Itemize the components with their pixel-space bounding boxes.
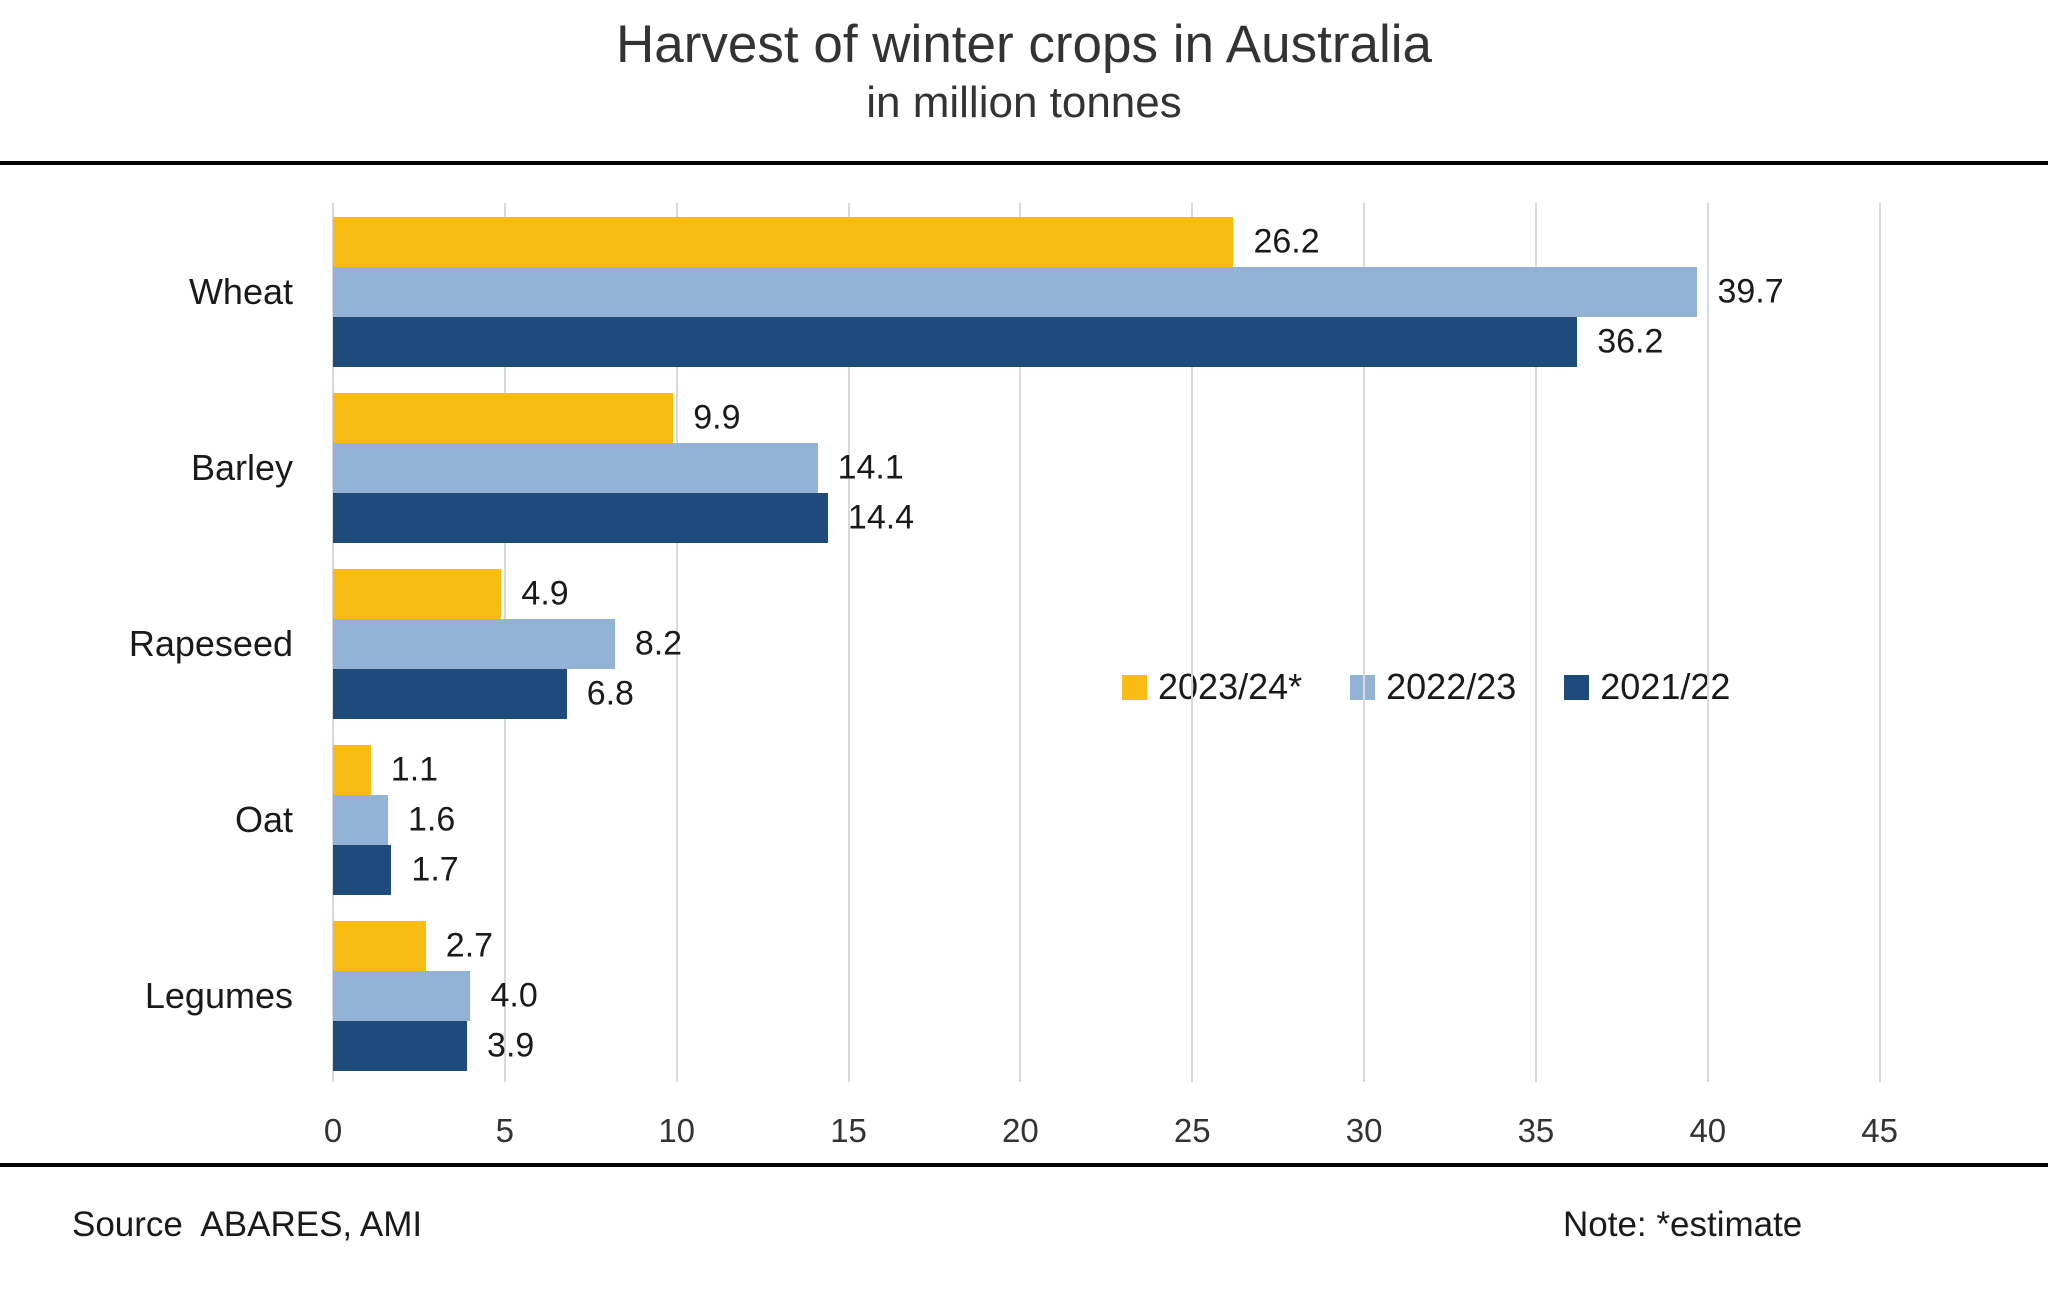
- source-text: Source ABARES, AMI: [72, 1205, 423, 1244]
- value-label-barley-2021-22: 14.4: [847, 498, 915, 537]
- bar-barley-2021-22: [333, 493, 828, 543]
- category-label-legumes: Legumes: [144, 975, 293, 1016]
- category-label-oat: Oat: [234, 799, 293, 840]
- chart-title: Harvest of winter crops in Australia: [616, 15, 1432, 74]
- legend-label-2022-23: 2022/23: [1386, 666, 1517, 707]
- legend-item-2023-24: 2023/24*: [1122, 666, 1302, 708]
- value-label-legumes-2023-24: 2.7: [445, 926, 494, 965]
- bottom-divider: [0, 1163, 2048, 1167]
- bar-wheat-2022-23: [333, 267, 1698, 317]
- x-tick-label-45: 45: [1861, 1112, 1898, 1149]
- bar-wheat-2023-24: [333, 217, 1234, 267]
- x-tick-label-10: 10: [658, 1112, 696, 1149]
- legend-item-2021-22: 2021/22: [1564, 666, 1730, 708]
- category-label-barley: Barley: [190, 447, 293, 488]
- legend-swatch-2022-23: [1350, 674, 1376, 700]
- legend-item-2022-23: 2022/23: [1350, 666, 1516, 708]
- value-label-oat-2023-24: 1.1: [390, 750, 439, 789]
- value-label-barley-2023-24: 9.9: [693, 398, 741, 437]
- value-label-wheat-2021-22: 36.2: [1597, 322, 1664, 361]
- value-label-rapeseed-2021-22: 6.8: [586, 674, 634, 713]
- value-label-rapeseed-2023-24: 4.9: [521, 574, 569, 613]
- legend-label-2023-24: 2023/24*: [1158, 666, 1303, 707]
- gridline-x-40: [1706, 203, 1709, 1082]
- legend-swatch-2023-24: [1122, 674, 1147, 700]
- value-label-oat-2022-23: 1.6: [407, 800, 456, 839]
- bar-barley-2022-23: [333, 443, 818, 493]
- gridline-x-20: [1019, 203, 1022, 1082]
- note-text: Note: *estimate: [1563, 1205, 1803, 1244]
- x-tick-label-5: 5: [495, 1112, 515, 1149]
- bar-legumes-2023-24: [333, 921, 426, 971]
- bar-oat-2021-22: [333, 845, 392, 895]
- bar-oat-2022-23: [333, 795, 388, 845]
- category-label-wheat: Wheat: [188, 271, 293, 312]
- value-label-rapeseed-2022-23: 8.2: [634, 624, 683, 663]
- x-tick-label-15: 15: [830, 1112, 867, 1149]
- x-tick-label-25: 25: [1173, 1112, 1211, 1149]
- bar-rapeseed-2021-22: [333, 669, 567, 719]
- x-tick-label-20: 20: [1002, 1112, 1039, 1149]
- legend: 2023/24* 2022/23 2021/22: [1122, 666, 1730, 708]
- bar-legumes-2022-23: [333, 971, 471, 1021]
- value-label-wheat-2023-24: 26.2: [1253, 222, 1320, 261]
- bar-barley-2023-24: [333, 393, 674, 443]
- bar-legumes-2021-22: [333, 1021, 468, 1071]
- gridline-x-30: [1363, 203, 1366, 1082]
- bar-rapeseed-2023-24: [333, 569, 502, 619]
- bar-wheat-2021-22: [333, 317, 1578, 367]
- x-tick-label-35: 35: [1517, 1112, 1555, 1149]
- bar-oat-2023-24: [333, 745, 371, 795]
- gridline-x-45: [1878, 203, 1881, 1082]
- legend-label-2021-22: 2021/22: [1600, 666, 1731, 707]
- x-tick-label-40: 40: [1689, 1112, 1727, 1149]
- value-label-legumes-2021-22: 3.9: [487, 1026, 535, 1065]
- legend-swatch-2021-22: [1564, 674, 1590, 700]
- gridline-x-35: [1534, 203, 1537, 1082]
- value-label-barley-2022-23: 14.1: [837, 448, 904, 487]
- gridline-x-25: [1191, 203, 1194, 1082]
- value-label-legumes-2022-23: 4.0: [490, 976, 538, 1015]
- x-tick-label-30: 30: [1345, 1112, 1383, 1149]
- gridline-x-15: [847, 203, 850, 1082]
- bar-rapeseed-2022-23: [333, 619, 615, 669]
- top-divider: [0, 161, 2048, 165]
- category-label-rapeseed: Rapeseed: [128, 623, 293, 664]
- x-tick-label-0: 0: [323, 1112, 343, 1149]
- value-label-oat-2021-22: 1.7: [411, 850, 459, 889]
- gridline-x-10: [675, 203, 678, 1082]
- value-label-wheat-2022-23: 39.7: [1717, 272, 1784, 311]
- chart-subtitle: in million tonnes: [866, 78, 1182, 127]
